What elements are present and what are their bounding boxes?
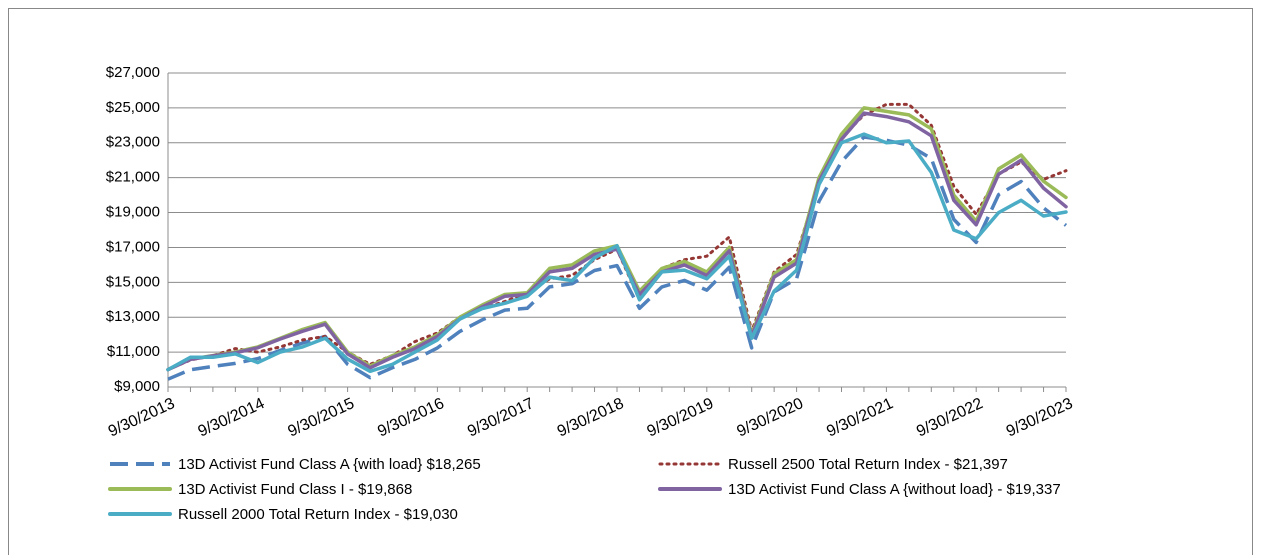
x-tick-label: 9/30/2015 — [285, 395, 357, 441]
y-tick-label: $9,000 — [114, 378, 160, 395]
x-tick-label: 9/30/2022 — [914, 395, 986, 441]
y-tick-label: $27,000 — [106, 64, 160, 81]
y-tick-label: $23,000 — [106, 134, 160, 151]
y-tick-label: $19,000 — [106, 204, 160, 221]
legend-label: Russell 2500 Total Return Index - $21,39… — [728, 456, 1008, 473]
y-tick-label: $25,000 — [106, 99, 160, 116]
x-tick-label: 9/30/2013 — [106, 395, 178, 441]
y-tick-label: $21,000 — [106, 169, 160, 186]
legend-label: 13D Activist Fund Class A {with load} $1… — [178, 456, 481, 473]
x-tick-label: 9/30/2014 — [196, 395, 268, 441]
x-tick-label: 9/30/2023 — [1004, 395, 1076, 441]
legend-label: 13D Activist Fund Class I - $19,868 — [178, 481, 412, 498]
y-tick-label: $15,000 — [106, 273, 160, 290]
x-tick-label: 9/30/2021 — [824, 395, 896, 441]
y-tick-label: $11,000 — [107, 343, 160, 360]
legend-label: Russell 2000 Total Return Index - $19,03… — [178, 506, 458, 523]
series-line — [166, 111, 1068, 372]
x-tick-label: 9/30/2019 — [645, 395, 717, 441]
y-tick-label: $13,000 — [106, 308, 160, 325]
x-tick-label: 9/30/2017 — [465, 395, 537, 441]
legend-label: 13D Activist Fund Class A {without load}… — [728, 481, 1061, 498]
x-tick-label: 9/30/2018 — [555, 395, 627, 441]
y-tick-label: $17,000 — [106, 238, 160, 255]
chart-border — [8, 8, 1253, 555]
x-tick-label: 9/30/2016 — [375, 395, 447, 441]
x-tick-label: 9/30/2020 — [734, 395, 806, 441]
series-line — [166, 132, 1068, 374]
